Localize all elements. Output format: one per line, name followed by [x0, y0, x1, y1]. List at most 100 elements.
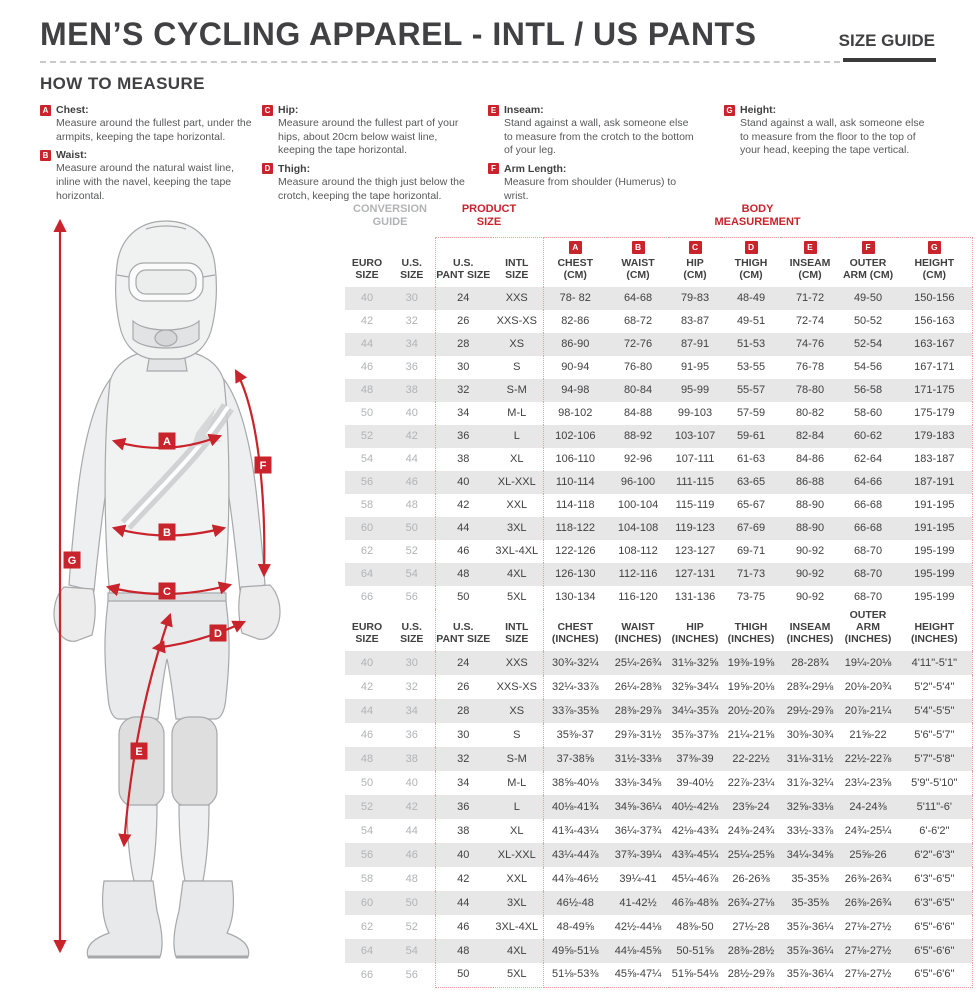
size-cell: 37-38⅝	[556, 752, 594, 765]
size-cell: 61-63	[736, 453, 766, 465]
size-cell: 19⅝-20⅛	[727, 680, 775, 693]
size-cell: 80-84	[623, 384, 653, 396]
measure-letter-badge: G	[724, 104, 735, 116]
measure-item-header: G Height:	[724, 104, 940, 116]
size-cell: 40	[360, 656, 374, 669]
measure-description: Measure around the fullest part, under t…	[56, 117, 252, 143]
size-row: 48 38 32 S-M 37-38⅝ 31½-33⅛ 37⅜-39 22-22½ 31⅛-31…	[345, 747, 973, 772]
size-cell: 50	[405, 896, 418, 909]
measure-instructions: A Chest: Measure around the fullest part, …	[40, 103, 950, 208]
size-cell: L	[491, 425, 544, 448]
size-cell: 52-54	[853, 338, 883, 350]
size-cell: 3XL	[491, 517, 544, 540]
size-row: 60 50 44 3XL 118-122 104-108 119-123 67-69 88-90…	[345, 517, 973, 540]
size-cell: 42	[360, 315, 374, 327]
size-cell: 32	[405, 680, 418, 693]
size-cell: 127-131	[674, 568, 716, 580]
size-cell: 64	[360, 944, 374, 957]
size-cell: 36	[434, 425, 491, 448]
size-cell: 48-49⅝	[556, 920, 594, 933]
size-cell: 28⅜-29⅞	[614, 704, 662, 717]
size-row: 42 32 26 XXS-XS 82-86 68-72 83-87 49-51 72-74 50-…	[345, 310, 973, 333]
badge-letter: B	[163, 527, 171, 539]
size-cell: 106-110	[555, 453, 596, 465]
size-cell: 150-156	[897, 287, 973, 310]
size-cell: 53-55	[736, 361, 766, 373]
size-cell: 24-24⅜	[849, 800, 887, 813]
column-letter-badge: B	[631, 240, 645, 254]
column-header: WAIST (INCHES)	[614, 621, 662, 646]
how-to-measure-heading: HOW TO MEASURE	[40, 74, 205, 93]
size-cell: 36¼-37¾	[614, 824, 662, 837]
size-cell: 26	[434, 310, 491, 333]
size-cell: 65-67	[736, 499, 766, 511]
size-cell: 3XL	[491, 891, 544, 916]
size-chart-table: CONVERSION GUIDE PRODUCT SIZE BODY MEASU…	[345, 195, 973, 988]
size-row: 42 32 26 XXS-XS 32¼-33⅞ 26¼-28⅜ 32⅝-34¼ 19⅝-20⅛…	[345, 675, 973, 700]
size-cell: 57-59	[736, 407, 766, 419]
size-cell: S	[491, 356, 544, 379]
size-cell: 63-65	[736, 476, 766, 488]
left-knee-guard	[118, 716, 165, 808]
size-cell: 35-35⅜	[791, 896, 829, 909]
size-cell: 26	[434, 675, 491, 700]
size-cell: 28	[434, 699, 491, 724]
size-cell: 40½-42⅛	[671, 800, 719, 813]
size-cell: 110-114	[555, 476, 595, 488]
size-cell: 38⅝-40⅛	[552, 776, 599, 789]
size-cell: 5'11"-6'	[897, 795, 973, 820]
size-cell: 91-95	[680, 361, 710, 373]
size-row: 46 36 30 S 35⅜-37 29⅞-31½ 35⅞-37⅜ 21¼-21⅝ 30⅜-30…	[345, 723, 973, 748]
size-row: 44 34 28 XS 33⅞-35⅜ 28⅜-29⅞ 34¼-35⅞ 20½-20⅞ 29½-…	[345, 699, 973, 724]
size-cell: 26⅜-26¾	[844, 872, 892, 885]
size-cell: 46	[434, 915, 491, 940]
size-cell: 25⅝-26	[849, 848, 887, 861]
size-cell: XXL	[491, 867, 544, 892]
measure-description: Stand against a wall, ask someone else t…	[740, 117, 925, 157]
size-row: 58 48 42 XXL 44⅞-46½ 39¼-41 45¼-46⅞ 26-26⅜ 35-35…	[345, 867, 973, 892]
size-cell: 66-68	[853, 499, 883, 511]
size-cell: 44	[405, 453, 418, 465]
arm-length-badge: F	[254, 456, 272, 474]
size-cell: 50	[360, 776, 374, 789]
size-cell: 36	[434, 795, 491, 820]
measure-name: Hip:	[278, 104, 299, 116]
group-header-row: CONVERSION GUIDE PRODUCT SIZE BODY MEASU…	[345, 195, 973, 238]
size-cell: 88-90	[795, 522, 825, 534]
size-cell: 98-102	[558, 407, 593, 419]
size-cell: 64-66	[853, 476, 883, 488]
size-cell: 54	[360, 824, 374, 837]
size-cell: 24¾-25¼	[844, 824, 892, 837]
size-row: 64 54 48 4XL 49⅝-51⅛ 44⅛-45⅝ 50-51⅝ 28⅜-28½ 35⅞-…	[345, 939, 973, 964]
size-cell: 28	[434, 333, 491, 356]
size-row: 66 56 50 5XL 130-134 116-120 131-136 73-75 90-92…	[345, 586, 973, 609]
column-header: THIGH (INCHES)	[727, 621, 775, 646]
size-cell: 36	[405, 728, 418, 741]
size-cell: 123-127	[674, 545, 716, 557]
size-cell: 66	[360, 968, 374, 981]
measure-name: Waist:	[56, 149, 88, 162]
size-cell: 50-51⅝	[676, 944, 714, 957]
size-cell: 76-78	[795, 361, 825, 373]
size-cell: 28¾-29⅛	[786, 680, 834, 693]
size-cell: 24⅜-24¾	[727, 824, 775, 837]
size-cell: 3XL-4XL	[491, 540, 544, 563]
size-cell: 33⅞-35⅜	[552, 704, 599, 717]
size-cell: 54	[360, 453, 374, 465]
size-cell: 64-68	[623, 292, 653, 304]
size-row: 52 42 36 L 40⅛-41¾ 34⅝-36¼ 40½-42⅛ 23⅝-24 32⅝-33…	[345, 795, 973, 820]
size-cell: 58	[360, 499, 374, 511]
size-cell: 67-69	[736, 522, 766, 534]
size-cell: S-M	[491, 379, 544, 402]
size-cell: 5'4"-5'5"	[897, 699, 973, 724]
size-cell: 103-107	[674, 430, 716, 442]
column-header: HIP (INCHES)	[671, 621, 719, 646]
size-cell: 22-22½	[732, 752, 770, 765]
measure-description: Measure around the thigh just below the …	[278, 175, 465, 202]
size-cell: 54-56	[853, 361, 883, 373]
size-cell: 102-106	[555, 430, 596, 442]
size-cell: 32	[434, 379, 491, 402]
measure-letter-badge: B	[40, 149, 51, 161]
column-letter-badge: F	[861, 240, 875, 254]
